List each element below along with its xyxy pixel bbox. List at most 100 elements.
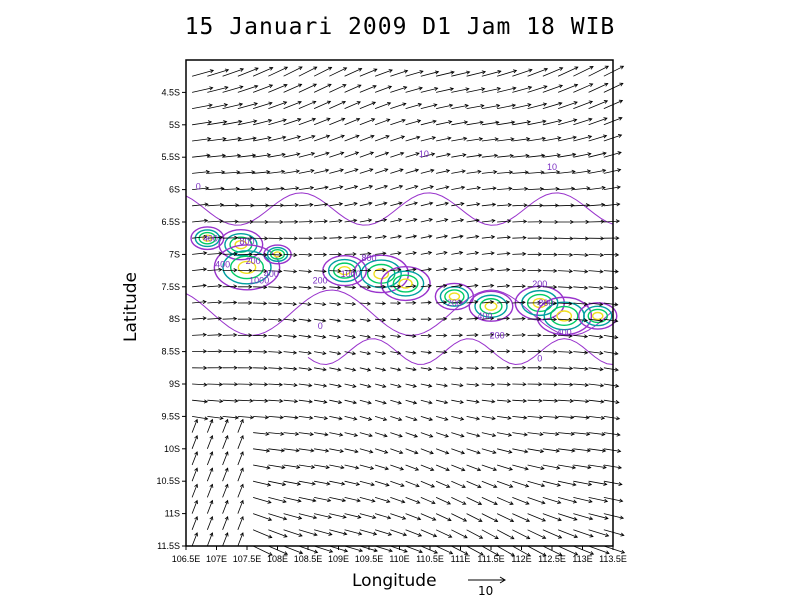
wind-vector-head — [571, 186, 576, 191]
wind-vector-head — [369, 168, 374, 173]
rain-cell-contour — [218, 229, 264, 261]
wind-vector — [329, 220, 342, 223]
wind-vector-head — [352, 285, 357, 290]
wind-vector — [557, 497, 577, 503]
wind-vector-head — [428, 234, 433, 239]
wind-vector — [192, 317, 207, 320]
wind-vector — [237, 532, 244, 547]
wind-vector-head — [323, 219, 328, 224]
wind-vector — [436, 88, 454, 93]
wind-vector-head — [557, 517, 562, 522]
wind-vector-head — [194, 499, 199, 505]
wind-vector — [313, 118, 331, 126]
wind-vector — [573, 416, 590, 419]
wind-vector — [313, 101, 331, 109]
wind-vector-head — [238, 102, 244, 107]
wind-vector-head — [298, 66, 303, 71]
wind-vector-head — [280, 186, 285, 191]
wind-vector-head — [401, 118, 406, 123]
wind-vector-head — [268, 101, 273, 106]
wind-vector — [374, 545, 393, 552]
wind-vector-head — [599, 318, 604, 323]
wind-vector — [588, 83, 608, 93]
wind-vector — [466, 529, 483, 539]
wind-vector-head — [282, 135, 287, 140]
wind-vector-head — [322, 351, 327, 356]
wind-vector — [512, 399, 527, 402]
wind-vector-head — [239, 67, 245, 72]
wind-vector-head — [337, 367, 342, 372]
wind-vector-head — [322, 383, 328, 388]
wind-vector — [329, 67, 347, 77]
wind-vector-head — [495, 552, 500, 556]
wind-vector — [237, 451, 244, 466]
wind-vector — [512, 497, 530, 505]
wind-vector — [298, 480, 316, 485]
wind-vector-head — [620, 549, 626, 554]
y-tick-layer: 4.5S5S5.5S6S6.5S7S7.5S8S8.5S9S9.5S10S10.… — [156, 87, 186, 551]
wind-vector — [283, 416, 298, 419]
contour-label: 400 — [203, 233, 218, 243]
wind-vector-head — [481, 87, 486, 92]
wind-vector-head — [337, 351, 342, 356]
wind-vector-head — [388, 548, 393, 553]
wind-vector — [359, 416, 372, 421]
wind-vector-head — [310, 464, 316, 469]
wind-vector-head — [371, 498, 376, 503]
wind-vector-head — [619, 82, 624, 87]
wind-vector-head — [413, 433, 419, 438]
wind-vector-head — [507, 432, 513, 437]
y-tick-label: 8.5S — [161, 347, 180, 357]
wind-vector-head — [355, 134, 360, 139]
wind-vector-head — [307, 367, 313, 372]
wind-vector — [481, 497, 498, 505]
wind-vector-head — [337, 285, 342, 290]
wind-vector — [222, 516, 229, 530]
wind-vector — [466, 187, 481, 190]
wind-vector-head — [371, 101, 377, 106]
wind-vector — [329, 101, 346, 109]
wind-vector-head — [568, 301, 573, 306]
wind-vector — [390, 383, 401, 388]
wind-vector — [283, 529, 303, 537]
wind-vector-head — [294, 415, 299, 420]
wind-vector-head — [234, 235, 239, 240]
wind-vector — [481, 268, 494, 271]
wind-vector-head — [510, 552, 516, 557]
contour-line — [307, 338, 614, 366]
wind-vector-head — [522, 365, 527, 370]
wind-vector-head — [416, 499, 421, 504]
wind-vector — [374, 416, 387, 421]
wind-vector-head — [202, 349, 208, 354]
wind-vector-head — [351, 334, 357, 339]
rain-cell-contour — [222, 250, 272, 285]
wind-vector — [298, 318, 311, 322]
rain-cell-contour — [549, 305, 579, 327]
wind-vector — [405, 169, 419, 174]
wind-vector — [222, 138, 242, 142]
wind-vector — [603, 286, 618, 289]
wind-vector — [405, 367, 416, 371]
wind-vector — [512, 448, 528, 453]
wind-vector-head — [366, 301, 372, 306]
wind-vector — [283, 270, 297, 272]
wind-vector — [435, 464, 450, 471]
wind-vector — [497, 448, 512, 453]
wind-vector — [542, 480, 561, 486]
wind-vector — [405, 103, 422, 109]
wind-vector — [481, 187, 497, 190]
wind-vector-head — [202, 316, 207, 321]
wind-vector-head — [460, 201, 465, 206]
wind-vector-head — [539, 449, 545, 454]
wind-vector-head — [603, 481, 608, 486]
wind-vector — [512, 432, 528, 436]
wind-vector — [329, 135, 345, 142]
wind-vector-head — [326, 481, 331, 486]
wind-vector-head — [263, 252, 268, 257]
wind-vector-head — [194, 418, 199, 424]
wind-vector — [222, 68, 244, 77]
wind-vector — [512, 69, 533, 77]
wind-vector — [222, 120, 242, 126]
wind-vector — [558, 286, 572, 289]
wind-vector-head — [325, 465, 330, 470]
